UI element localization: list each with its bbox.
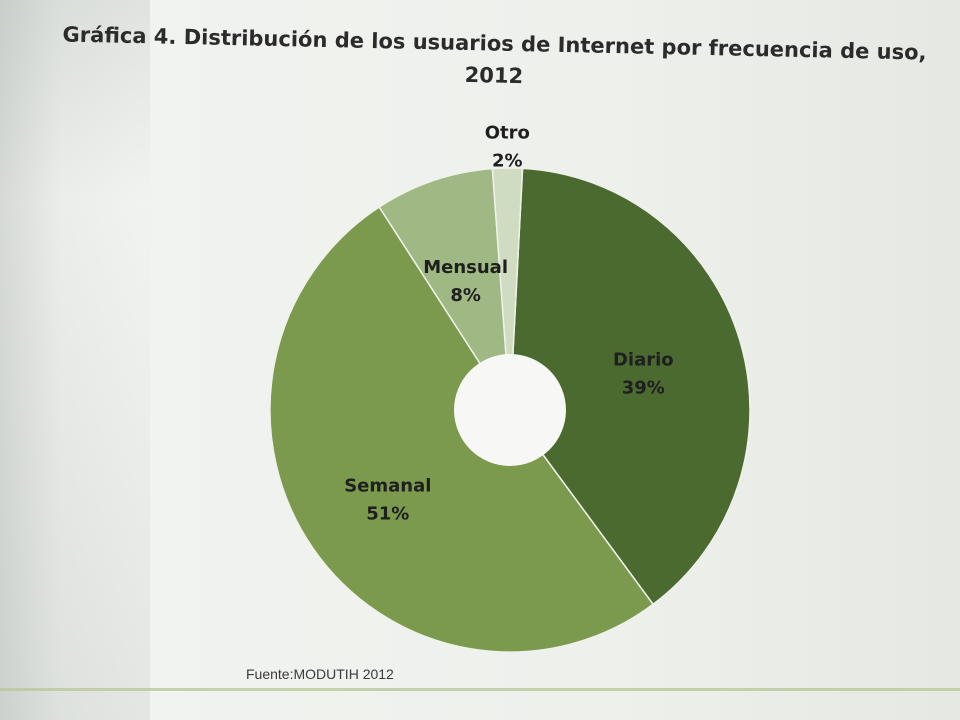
slice-label-semanal: Semanal	[344, 476, 431, 497]
slice-mensual	[378, 167, 511, 411]
slice-label-mensual: Mensual	[423, 257, 508, 278]
slice-value-diario: 39%	[622, 377, 665, 398]
slice-label-otro: Otro	[485, 123, 530, 144]
slice-otro	[491, 167, 524, 411]
slice-diario	[509, 167, 751, 606]
chart-source: Fuente:MODUTIH 2012	[246, 666, 394, 682]
donut-hole	[454, 354, 566, 466]
bottom-divider	[0, 688, 960, 691]
slice-label-diario: Diario	[613, 349, 674, 370]
slice-labels: Diario 39% Semanal 51% Mensual 8% Otro 2%	[344, 123, 673, 525]
slice-value-semanal: 51%	[366, 504, 409, 525]
slice-value-otro: 2%	[492, 151, 523, 172]
slice-value-mensual: 8%	[450, 285, 481, 306]
